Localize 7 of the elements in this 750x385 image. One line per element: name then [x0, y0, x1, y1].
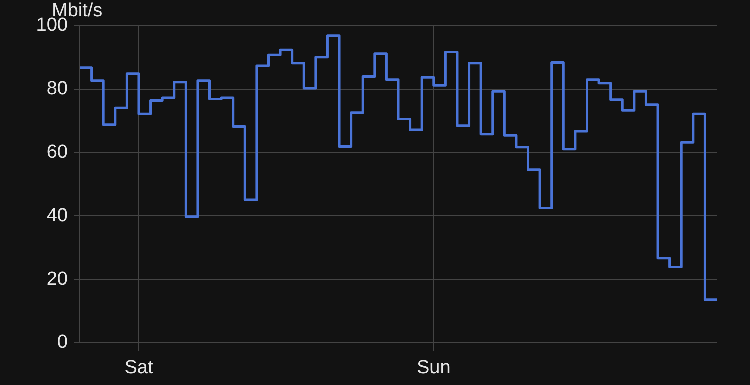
x-tick-label: Sat: [124, 358, 154, 379]
y-tick-label: 60: [46, 142, 68, 164]
y-tick-label: 80: [46, 78, 68, 100]
y-tick-label: 0: [57, 332, 68, 354]
y-tick-label: 40: [46, 205, 68, 226]
y-tick-label: 20: [46, 268, 68, 290]
x-tick-label: Sun: [416, 358, 451, 379]
